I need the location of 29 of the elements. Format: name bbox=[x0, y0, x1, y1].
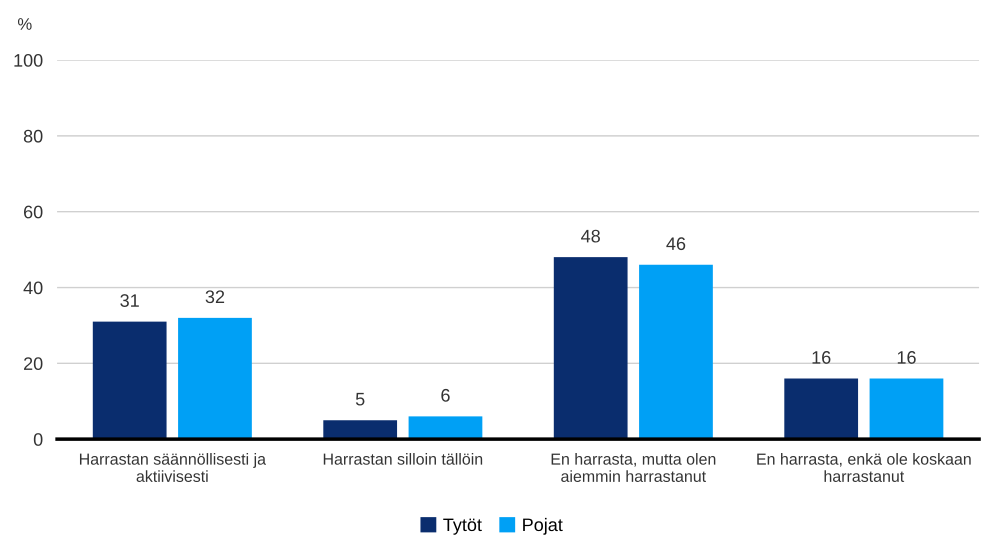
y-tick-label: 0 bbox=[34, 433, 42, 446]
data-label: 6 bbox=[441, 388, 450, 402]
bar bbox=[323, 420, 398, 440]
data-label: 16 bbox=[898, 351, 916, 364]
bar bbox=[178, 318, 252, 440]
data-label: 32 bbox=[206, 290, 224, 304]
x-tick-label: En harrasta, mutta olen aiemmin harrastanut bbox=[552, 453, 716, 482]
bar bbox=[784, 378, 858, 440]
bar bbox=[408, 416, 482, 440]
y-tick-label: 80 bbox=[24, 130, 42, 143]
legend-label: Tytöt bbox=[443, 518, 482, 535]
x-tick-label: Harrastan säännöllisesti ja aktiivisesti bbox=[80, 453, 266, 482]
legend-label: Pojat bbox=[523, 518, 563, 535]
bar bbox=[92, 322, 167, 440]
x-tick-label: En harrasta, enkä ole koskaan harrastanut bbox=[757, 453, 971, 482]
data-label: 16 bbox=[812, 351, 830, 364]
y-axis-title: % bbox=[18, 18, 32, 30]
data-label: 46 bbox=[666, 237, 686, 250]
bar bbox=[554, 257, 628, 440]
y-tick-label: 20 bbox=[24, 357, 42, 370]
y-tick-label: 100 bbox=[14, 54, 42, 67]
y-tick-label: 40 bbox=[24, 281, 42, 294]
bar bbox=[870, 378, 944, 440]
data-label: 5 bbox=[356, 392, 364, 406]
data-label: 31 bbox=[120, 294, 139, 307]
x-tick-label: Harrastan silloin tällöin bbox=[324, 453, 482, 465]
data-label: 48 bbox=[581, 230, 600, 243]
bar bbox=[639, 264, 713, 440]
y-tick-label: 60 bbox=[24, 206, 42, 218]
